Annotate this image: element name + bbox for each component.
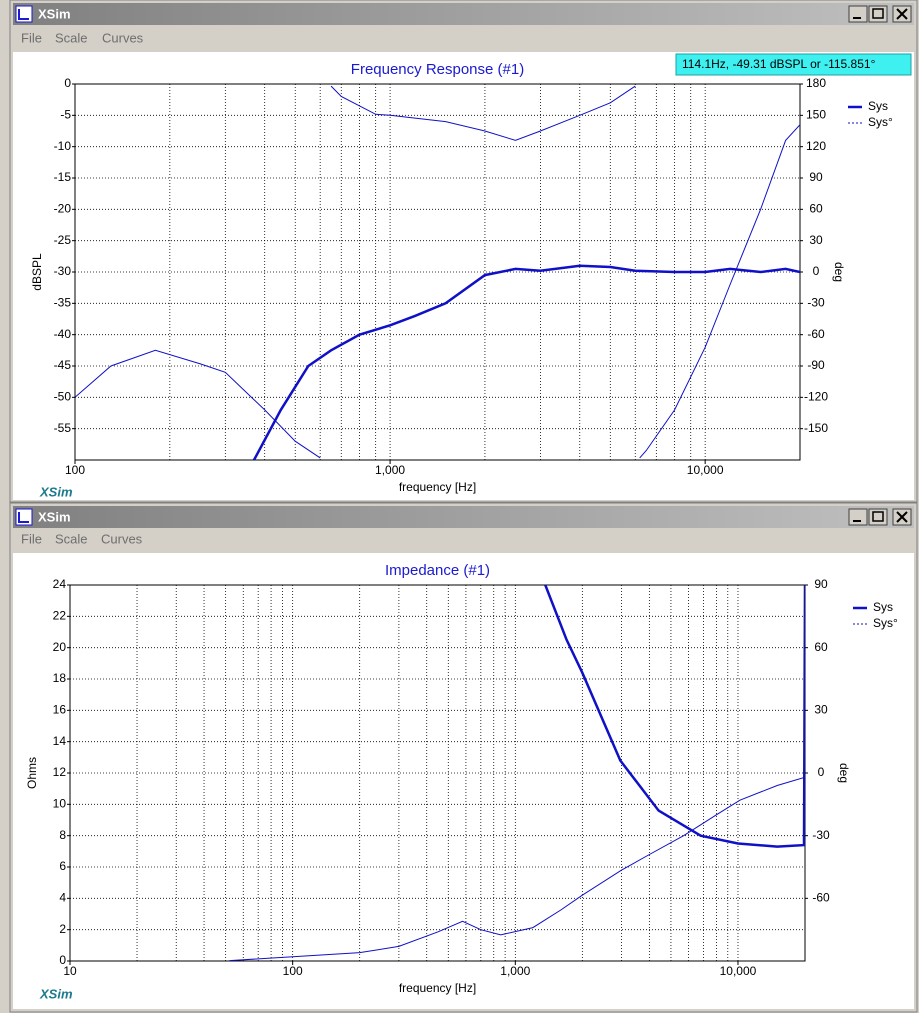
y-tick-label: 20 — [53, 640, 67, 654]
y2-tick-label: 30 — [809, 233, 823, 247]
y2-tick-label: -60 — [807, 327, 825, 341]
legend-label: Sys° — [873, 616, 898, 630]
x-tick-label: 100 — [283, 964, 303, 978]
chart-title: Impedance (#1) — [385, 562, 490, 579]
y-tick-label: -35 — [54, 296, 72, 310]
y2-tick-label: 150 — [806, 108, 826, 122]
series-line — [229, 776, 805, 961]
series-line — [252, 264, 800, 460]
y-tick-label: -30 — [54, 264, 72, 278]
x-tick-label: 10 — [63, 964, 77, 978]
app-icon-glyph — [18, 9, 29, 20]
series-line — [75, 85, 800, 459]
tooltip-box — [675, 53, 912, 76]
y2-axis-label: deg — [832, 262, 846, 282]
x-tick-label: 10,000 — [720, 964, 757, 978]
y2-tick-label: 60 — [814, 640, 828, 654]
y-tick-label: -15 — [54, 170, 72, 184]
y-tick-label: 12 — [53, 765, 67, 779]
menu-item[interactable]: Curves — [102, 30, 144, 45]
y2-tick-label: 30 — [814, 703, 828, 717]
x-axis-label: frequency [Hz] — [399, 480, 476, 494]
menu-item[interactable]: File — [21, 531, 42, 546]
menu-item[interactable]: File — [21, 30, 42, 45]
app-icon-glyph — [18, 512, 29, 523]
y2-tick-label: 60 — [809, 202, 823, 216]
y2-tick-label: 0 — [818, 765, 825, 779]
y2-tick-label: -30 — [807, 296, 825, 310]
y2-tick-label: -90 — [807, 358, 825, 372]
y-tick-label: 2 — [59, 922, 66, 936]
legend-label: Sys — [873, 600, 893, 614]
y-tick-label: -50 — [54, 390, 72, 404]
maximize-button[interactable] — [868, 5, 888, 23]
y-tick-label: -55 — [54, 421, 72, 435]
y-tick-label: -20 — [54, 202, 72, 216]
y-tick-label: -10 — [54, 139, 72, 153]
chart: Frequency Response (#1) 100 1,000 10,000 0 -5… — [30, 61, 893, 494]
window-title: XSim — [38, 509, 71, 524]
series-line — [544, 585, 805, 848]
y-tick-label: -40 — [54, 327, 72, 341]
chart-title: Frequency Response (#1) — [351, 61, 524, 78]
x-axis-label: frequency [Hz] — [399, 981, 476, 995]
menu-item[interactable]: Scale — [55, 531, 88, 546]
y-tick-label: 18 — [53, 671, 67, 685]
y2-tick-label: -60 — [812, 891, 830, 905]
y-tick-label: 0 — [59, 953, 66, 967]
maximize-button[interactable] — [868, 508, 888, 526]
menu-item[interactable]: Curves — [101, 531, 143, 546]
y-tick-label: -45 — [54, 358, 72, 372]
y2-tick-label: 0 — [813, 264, 820, 278]
y-tick-label: 16 — [53, 703, 67, 717]
close-button[interactable] — [892, 508, 912, 526]
legend-label: Sys° — [868, 115, 893, 129]
window-title: XSim — [38, 6, 71, 21]
y-tick-label: 24 — [53, 577, 67, 591]
y2-tick-label: -150 — [804, 421, 828, 435]
y-tick-label: 14 — [53, 734, 67, 748]
y2-tick-label: 90 — [814, 577, 828, 591]
y-tick-label: 4 — [59, 891, 66, 905]
client-area — [13, 52, 914, 500]
y2-axis-label: deg — [837, 763, 851, 783]
minimize-button[interactable] — [848, 5, 868, 23]
x-tick-label: 100 — [65, 463, 85, 477]
x-tick-label: 1,000 — [375, 463, 405, 477]
title-bar — [13, 506, 914, 528]
window: XSim File Scale Curves XSim — [9, 502, 918, 1013]
y-tick-label: 10 — [53, 797, 67, 811]
y-tick-label: -25 — [54, 233, 72, 247]
brand: XSim — [39, 986, 73, 1001]
client-area — [13, 553, 914, 1009]
x-tick-label: 10,000 — [687, 463, 724, 477]
y2-tick-label: 120 — [806, 139, 826, 153]
chart: Impedance (#1)10 100 1,000 10,0000246810121… — [25, 562, 898, 995]
y-tick-label: 8 — [59, 828, 66, 842]
y-tick-label: 0 — [64, 76, 71, 90]
y-tick-label: -5 — [60, 108, 71, 122]
brand: XSim — [39, 484, 73, 499]
y-tick-label: 6 — [59, 859, 66, 873]
close-button[interactable] — [892, 5, 912, 23]
menu-item[interactable]: Scale — [55, 30, 88, 45]
y-axis-label: dBSPL — [30, 253, 44, 291]
tooltip: 114.1Hz, -49.31 dBSPL or -115.851° — [682, 57, 876, 71]
y2-tick-label: 90 — [809, 170, 823, 184]
x-tick-label: 1,000 — [500, 964, 530, 978]
y2-tick-label: 180 — [806, 76, 826, 90]
y2-tick-label: -120 — [804, 390, 828, 404]
minimize-button[interactable] — [848, 508, 868, 526]
y-tick-label: 22 — [53, 609, 67, 623]
title-bar — [13, 3, 914, 25]
y2-tick-label: -30 — [812, 828, 830, 842]
legend-label: Sys — [868, 99, 888, 113]
y-axis-label: Ohms — [25, 757, 39, 789]
